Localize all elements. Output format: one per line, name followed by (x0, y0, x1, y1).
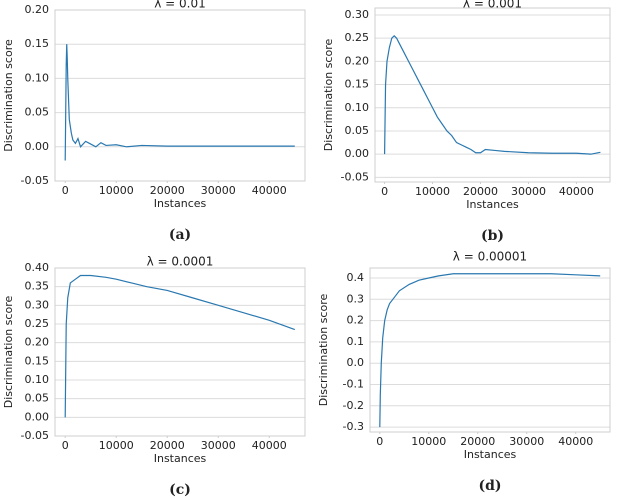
caption: (c) (169, 482, 191, 498)
y-tick-label: 0.15 (25, 37, 50, 50)
x-tick-label: 10000 (415, 185, 450, 198)
y-tick-label: 0.10 (25, 71, 50, 84)
y-tick-label: 0.10 (25, 373, 50, 386)
y-tick-label: 0.05 (25, 106, 50, 119)
y-tick-label: 0.15 (25, 354, 50, 367)
x-tick-label: 30000 (511, 185, 546, 198)
x-tick-label: 0 (62, 184, 69, 197)
y-tick-label: 0.1 (347, 335, 365, 348)
x-axis-label: Instances (154, 452, 207, 465)
chart-title: λ = 0.001 (463, 0, 522, 11)
caption: (b) (481, 228, 504, 244)
x-tick-label: 20000 (460, 435, 495, 448)
data-line (379, 273, 601, 428)
y-axis-label: Discrimination score (2, 296, 15, 409)
x-tick-label: 30000 (509, 435, 544, 448)
y-tick-label: 0.20 (345, 54, 370, 67)
y-tick-label: 0.20 (25, 336, 50, 349)
y-tick-label: 0.25 (25, 317, 50, 330)
x-axis-label: Instances (154, 197, 207, 210)
y-tick-label: 0.05 (345, 124, 370, 137)
y-tick-label: -0.3 (343, 420, 364, 433)
plot-frame (54, 9, 306, 182)
x-tick-label: 0 (62, 439, 69, 452)
x-tick-label: 20000 (463, 185, 498, 198)
y-tick-label: 0.2 (347, 314, 365, 327)
caption: (a) (169, 227, 191, 243)
data-line (64, 274, 296, 418)
y-tick-label: 0.10 (345, 101, 370, 114)
x-axis-label: Instances (464, 448, 517, 461)
x-tick-label: 0 (376, 435, 383, 448)
x-tick-label: 10000 (411, 435, 446, 448)
chart-title: λ = 0.0001 (147, 255, 214, 269)
y-tick-label: -0.2 (343, 399, 364, 412)
data-line (383, 35, 601, 155)
x-tick-label: 20000 (150, 184, 185, 197)
y-tick-label: 0.3 (347, 292, 365, 305)
plot-frame (374, 7, 611, 183)
y-tick-label: 0.40 (25, 261, 50, 274)
caption: (d) (478, 478, 501, 494)
y-tick-label: 0.00 (25, 140, 50, 153)
y-tick-label: -0.05 (21, 429, 49, 442)
x-tick-label: 10000 (99, 184, 134, 197)
plot-frame (369, 267, 611, 433)
y-axis-label: Discrimination score (322, 39, 335, 152)
x-tick-label: 40000 (558, 435, 593, 448)
x-tick-label: 0 (381, 185, 388, 198)
chart-title: λ = 0.01 (154, 0, 206, 11)
x-tick-label: 40000 (252, 439, 287, 452)
x-axis-label: Instances (466, 198, 519, 211)
x-tick-label: 20000 (150, 439, 185, 452)
y-tick-label: 0.4 (347, 271, 365, 284)
x-tick-label: 10000 (99, 439, 134, 452)
x-tick-label: 30000 (201, 184, 236, 197)
y-tick-label: 0.30 (25, 298, 50, 311)
y-tick-label: 0.15 (345, 78, 370, 91)
y-tick-label: 0.05 (25, 392, 50, 405)
plot-frame (54, 267, 306, 437)
y-tick-label: 0.00 (25, 410, 50, 423)
data-line (64, 44, 295, 161)
chart-title: λ = 0.00001 (453, 250, 527, 264)
y-tick-label: 0.00 (345, 147, 370, 160)
y-axis-label: Discrimination score (2, 39, 15, 152)
y-tick-label: 0.30 (345, 8, 370, 21)
y-tick-label: 0.35 (25, 280, 50, 293)
y-tick-label: -0.05 (341, 170, 369, 183)
x-tick-label: 40000 (559, 185, 594, 198)
y-tick-label: 0.25 (345, 31, 370, 44)
y-tick-label: -0.05 (21, 174, 49, 187)
y-axis-label: Discrimination score (317, 294, 330, 407)
x-tick-label: 40000 (252, 184, 287, 197)
y-tick-label: 0.20 (25, 3, 50, 16)
y-tick-label: -0.1 (343, 378, 364, 391)
x-tick-label: 30000 (201, 439, 236, 452)
y-tick-label: 0.0 (347, 356, 365, 369)
